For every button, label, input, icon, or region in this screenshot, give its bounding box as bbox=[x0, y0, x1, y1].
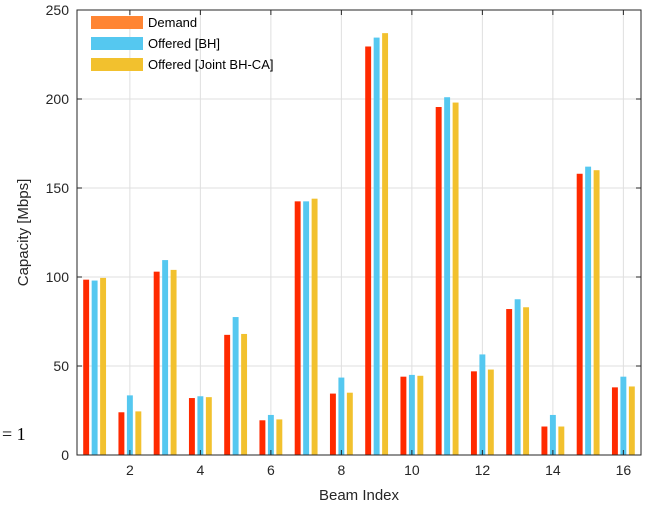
x-tick-label: 16 bbox=[616, 462, 632, 478]
bar bbox=[276, 419, 283, 455]
bar bbox=[514, 299, 521, 455]
bar bbox=[470, 371, 477, 455]
bar bbox=[311, 198, 318, 455]
bar bbox=[444, 97, 451, 455]
bar bbox=[188, 398, 195, 455]
bar bbox=[523, 307, 530, 455]
bar bbox=[126, 395, 133, 455]
legend-swatch bbox=[91, 37, 143, 50]
x-ticks: 2 4 6 8 10 12 14 16 bbox=[126, 10, 631, 478]
bar bbox=[338, 377, 345, 455]
y-tick-label: 200 bbox=[46, 91, 70, 107]
bar bbox=[329, 393, 336, 455]
bar bbox=[549, 414, 556, 455]
bar bbox=[373, 37, 380, 456]
x-tick-label: 14 bbox=[545, 462, 561, 478]
y-tick-label: 50 bbox=[53, 358, 69, 374]
bar bbox=[541, 426, 548, 455]
x-axis-label: Beam Index bbox=[319, 487, 400, 504]
bar bbox=[576, 173, 583, 455]
bar bbox=[83, 279, 90, 455]
bar bbox=[479, 354, 486, 455]
grid-lines bbox=[77, 9, 641, 456]
bar bbox=[506, 309, 513, 455]
bar bbox=[452, 102, 459, 455]
plot-frame bbox=[76, 9, 642, 456]
x-tick-label: 6 bbox=[267, 462, 275, 478]
bar bbox=[162, 260, 169, 455]
bar bbox=[346, 392, 353, 455]
legend-entry: Demand bbox=[148, 15, 197, 30]
legend: Demand Offered [BH] Offered [Joint BH-CA] bbox=[91, 15, 273, 72]
bar bbox=[585, 166, 592, 455]
y-tick-label: 100 bbox=[46, 269, 70, 285]
bar bbox=[611, 387, 618, 455]
margin-note: = 1 bbox=[2, 424, 26, 444]
bar bbox=[100, 277, 107, 455]
x-tick-label: 8 bbox=[337, 462, 345, 478]
bar bbox=[487, 369, 494, 455]
x-tick-label: 2 bbox=[126, 462, 134, 478]
x-tick-label: 12 bbox=[475, 462, 491, 478]
bar bbox=[91, 280, 98, 455]
legend-swatch bbox=[91, 16, 143, 29]
bar bbox=[408, 374, 415, 455]
bar bbox=[400, 376, 407, 455]
bar bbox=[267, 414, 274, 455]
bar bbox=[197, 396, 204, 455]
bar bbox=[620, 376, 627, 455]
x-tick-label: 10 bbox=[404, 462, 420, 478]
bar bbox=[294, 201, 301, 455]
bar bbox=[593, 170, 600, 455]
bar bbox=[435, 107, 442, 455]
bar bbox=[259, 420, 266, 455]
bar bbox=[241, 333, 248, 455]
bar bbox=[232, 317, 239, 455]
bars bbox=[83, 33, 635, 456]
bar bbox=[365, 46, 372, 456]
y-axis-label: Capacity [Mbps] bbox=[15, 179, 32, 287]
x-tick-label: 4 bbox=[196, 462, 204, 478]
bar bbox=[382, 33, 389, 455]
bar bbox=[628, 386, 635, 455]
bar bbox=[558, 426, 565, 455]
bar bbox=[135, 411, 142, 455]
bar bbox=[205, 397, 212, 455]
bar bbox=[224, 334, 231, 455]
y-tick-label: 150 bbox=[46, 180, 70, 196]
legend-entry: Offered [Joint BH-CA] bbox=[148, 57, 273, 72]
bar bbox=[170, 269, 177, 455]
bar bbox=[303, 201, 310, 455]
bar bbox=[417, 375, 424, 455]
y-tick-label: 250 bbox=[46, 2, 70, 18]
bar bbox=[153, 271, 160, 455]
bar bbox=[118, 412, 125, 455]
y-tick-label: 0 bbox=[61, 447, 69, 463]
y-ticks: 0 50 100 150 200 250 bbox=[46, 2, 641, 463]
legend-swatch bbox=[91, 58, 143, 71]
legend-entry: Offered [BH] bbox=[148, 36, 220, 51]
